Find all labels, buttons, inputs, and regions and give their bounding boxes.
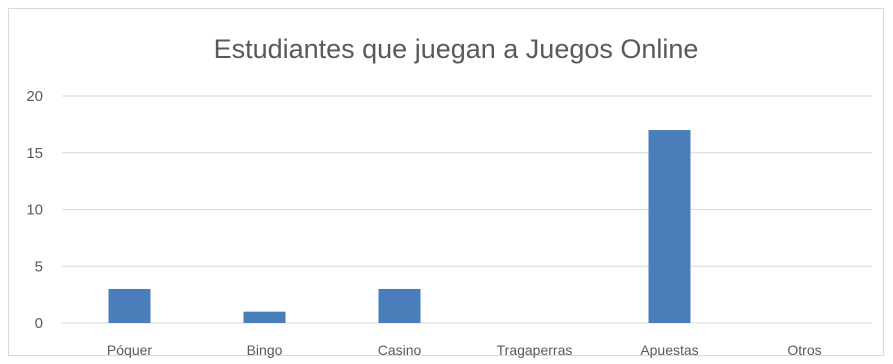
- y-tick-label: 0: [35, 315, 43, 332]
- bar-casino: [378, 288, 421, 323]
- gridlines: [62, 95, 872, 324]
- bar-apuestas: [648, 130, 691, 323]
- y-tick-label: 15: [26, 145, 43, 162]
- x-tick-label: Apuestas: [640, 342, 698, 358]
- bar-bingo: [243, 311, 286, 323]
- y-tick-label: 20: [26, 88, 43, 105]
- y-tick-label: 10: [26, 202, 43, 219]
- chart-frame: [8, 8, 884, 356]
- x-tick-label: Otros: [787, 342, 821, 358]
- bars: [108, 130, 691, 323]
- y-axis-ticks: 0 5 10 15 20: [26, 88, 43, 332]
- x-axis-ticks: Póquer Bingo Casino Tragaperras Apuestas Otro…: [107, 342, 822, 358]
- y-tick-label: 5: [35, 258, 43, 275]
- x-tick-label: Casino: [378, 342, 422, 358]
- x-tick-label: Póquer: [107, 342, 152, 358]
- chart-title: Estudiantes que juegan a Juegos Online: [214, 34, 699, 64]
- x-tick-label: Tragaperras: [497, 342, 573, 358]
- bar-póquer: [108, 288, 151, 323]
- x-tick-label: Bingo: [247, 342, 283, 358]
